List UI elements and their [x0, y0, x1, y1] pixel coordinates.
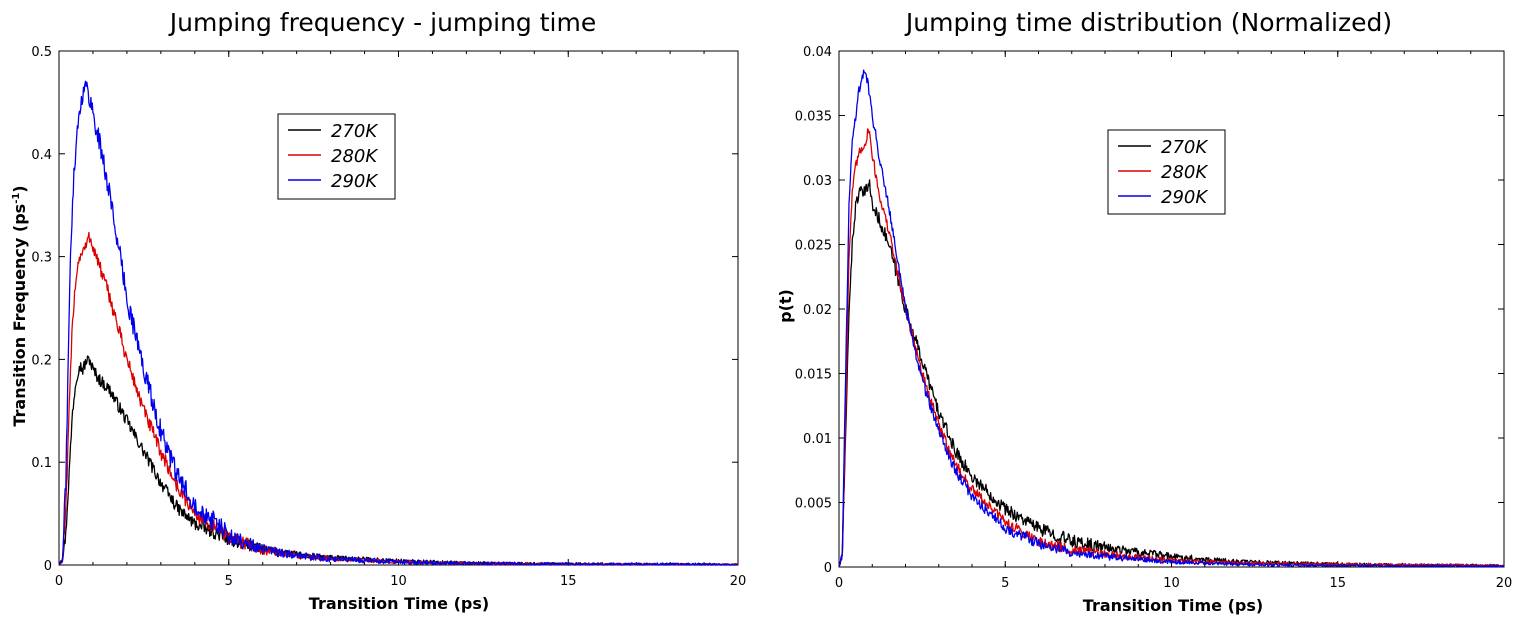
y-axis-label-main: Transition Frequency (ps	[10, 204, 29, 427]
chart-title: Jumping frequency - jumping time	[168, 8, 596, 37]
y-tick-label: 0.015	[795, 368, 832, 383]
plot-area	[58, 50, 739, 566]
legend-label-280k: 280K	[331, 146, 378, 167]
legend: 270K 280K 290K	[277, 113, 396, 200]
chart-distribution: Jumping time distribution (Normalized) 0…	[776, 8, 1512, 615]
legend-label-270k: 270K	[1161, 137, 1208, 158]
series-group	[58, 80, 739, 566]
x-tick-label: 5	[225, 574, 233, 589]
y-tick-label: 0.5	[31, 45, 52, 60]
x-tick-label: 10	[1163, 576, 1180, 591]
chart-title: Jumping time distribution (Normalized)	[904, 8, 1392, 37]
x-ticks: 0 5 10 15 20	[835, 51, 1512, 591]
y-tick-label: 0.1	[31, 456, 52, 471]
legend-label-270k: 270K	[331, 121, 378, 142]
y-tick-label: 0.3	[31, 251, 52, 266]
legend-box	[1107, 129, 1226, 215]
y-ticks: 0 0.1 0.2 0.3 0.4 0.5	[31, 45, 738, 574]
y-axis-label-suffix: )	[10, 185, 29, 192]
legend: 270K 280K 290K	[1107, 129, 1226, 215]
y-tick-label: 0	[824, 561, 832, 576]
x-tick-label: 15	[560, 574, 577, 589]
x-tick-label: 0	[835, 576, 843, 591]
y-tick-label: 0	[44, 559, 52, 574]
y-tick-label: 0.04	[803, 45, 832, 60]
y-tick-label: 0.035	[795, 110, 832, 125]
y-axis-label: Transition Frequency (ps-1)	[10, 185, 29, 426]
y-tick-label: 0.2	[31, 353, 52, 368]
y-tick-label: 0.03	[803, 174, 832, 189]
x-tick-label: 0	[55, 574, 63, 589]
y-tick-label: 0.005	[795, 497, 832, 512]
y-ticks: 0 0.005 0.01 0.015 0.02 0.025 0.03 0.035 0.04	[795, 45, 1504, 576]
legend-box	[277, 113, 396, 200]
x-tick-label: 20	[1496, 576, 1513, 591]
legend-label-280k: 280K	[1161, 162, 1208, 183]
y-tick-label: 0.4	[31, 148, 52, 163]
x-axis-label: Transition Time (ps)	[1083, 596, 1263, 615]
series-line-290k	[58, 80, 739, 566]
series-group	[838, 69, 1505, 568]
plot-area	[838, 50, 1505, 568]
series-line-290k	[838, 69, 1505, 568]
chart-frequency: Jumping frequency - jumping time 0 5 10 15 2…	[10, 8, 746, 613]
x-tick-label: 5	[1001, 576, 1009, 591]
y-tick-label: 0.025	[795, 239, 832, 254]
y-axis-label-superscript: -1	[11, 193, 22, 204]
y-tick-label: 0.02	[803, 303, 832, 318]
legend-label-290k: 290K	[331, 171, 378, 192]
x-tick-label: 20	[730, 574, 747, 589]
x-tick-label: 15	[1329, 576, 1346, 591]
y-tick-label: 0.01	[803, 432, 832, 447]
x-tick-label: 10	[390, 574, 407, 589]
legend-label-290k: 290K	[1161, 187, 1208, 208]
y-axis-label: p(t)	[776, 289, 795, 323]
x-axis-label: Transition Time (ps)	[309, 594, 489, 613]
